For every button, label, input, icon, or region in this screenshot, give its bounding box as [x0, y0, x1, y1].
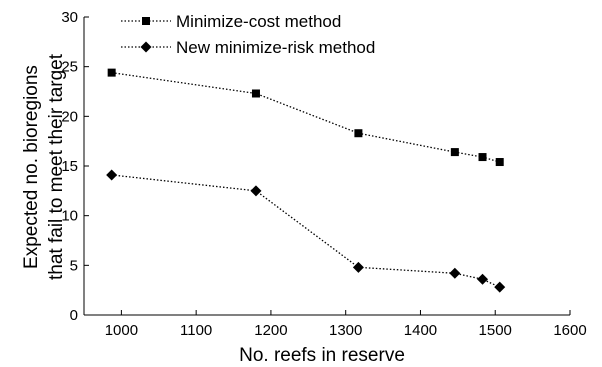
x-tick-label: 1600: [553, 322, 586, 339]
diamond-marker: [477, 273, 489, 285]
y-tick-label: 5: [70, 257, 78, 274]
legend-entry-2: New minimize-risk method: [121, 38, 375, 57]
legend-label: Minimize-cost method: [176, 12, 341, 31]
diamond-marker: [106, 169, 118, 181]
x-tick-label: 1400: [404, 322, 437, 339]
y-tick-label: 25: [61, 59, 78, 76]
square-marker: [251, 89, 260, 98]
square-marker: [478, 153, 487, 162]
diamond-marker: [449, 267, 461, 279]
series-1: [107, 68, 504, 167]
y-tick-label: 20: [61, 108, 78, 125]
legend-marker: [142, 17, 150, 25]
legend: Minimize-cost method New minimize-risk me…: [121, 12, 375, 57]
series-2: [106, 169, 506, 293]
legend-entry-1: Minimize-cost method: [121, 12, 341, 31]
y-tick-label: 15: [61, 158, 78, 175]
legend-label: New minimize-risk method: [176, 38, 375, 57]
x-tick-label: 1000: [105, 322, 138, 339]
y-axis-label-line-2: that fail to meet their target: [46, 53, 67, 280]
square-marker: [450, 148, 459, 157]
y-tick-label: 30: [61, 9, 78, 26]
square-marker: [354, 129, 363, 138]
x-axis-label: No. reefs in reserve: [239, 345, 405, 366]
diamond-marker: [494, 281, 506, 293]
diamond-marker: [352, 261, 364, 273]
y-axis-label-line-1: Expected no. bioregions: [21, 65, 42, 269]
x-tick-label: 1300: [329, 322, 362, 339]
square-marker: [495, 158, 504, 167]
ticks: 1000 1100 1200 1300 1400 1500 1600 0 5 10 15 20 25 30: [61, 9, 586, 339]
square-marker: [107, 68, 116, 77]
series-line: [111, 71, 500, 163]
x-tick-label: 1500: [479, 322, 512, 339]
x-tick-label: 1200: [254, 322, 287, 339]
diamond-marker: [250, 185, 262, 197]
series-layer: [106, 68, 506, 293]
y-tick-label: 10: [61, 208, 78, 225]
series-line: [111, 174, 500, 288]
legend-marker: [140, 41, 152, 53]
x-tick-label: 1100: [180, 322, 212, 339]
y-tick-label: 0: [70, 307, 78, 324]
